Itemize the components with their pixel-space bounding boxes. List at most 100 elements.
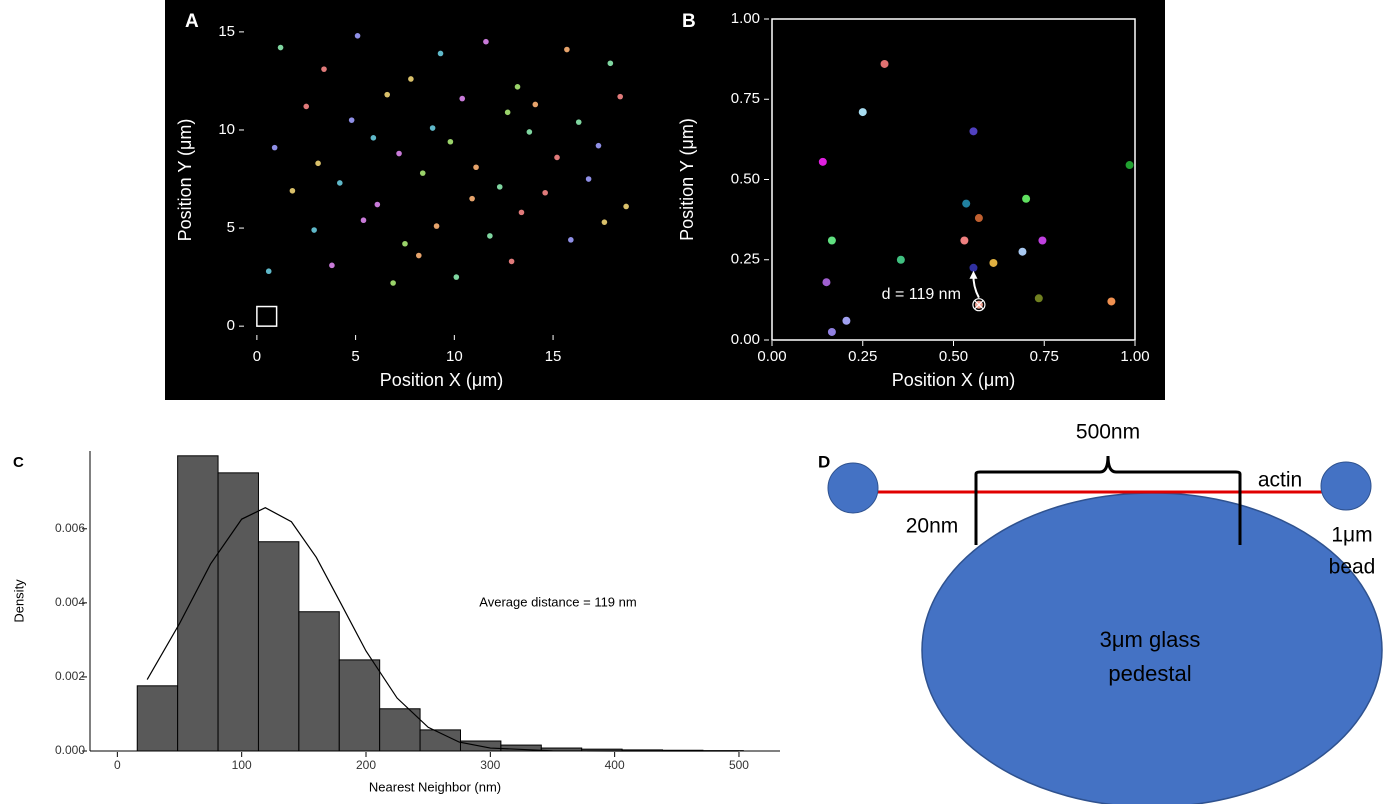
point — [370, 135, 377, 141]
point — [453, 274, 460, 280]
y-tick-label: 5 — [227, 219, 235, 236]
panel-label: D — [818, 452, 830, 471]
marked-point-ring — [972, 298, 986, 312]
bar — [257, 541, 300, 752]
point — [969, 263, 978, 272]
x-tick-label: 10 — [446, 348, 463, 365]
point — [585, 176, 592, 182]
y-tick-label: 0.75 — [731, 90, 760, 107]
point — [564, 46, 570, 53]
point — [329, 262, 335, 269]
point — [265, 268, 272, 275]
point — [419, 170, 426, 176]
y-axis-title: Density — [11, 579, 26, 623]
x-tick-label: 15 — [545, 348, 562, 365]
annotation: d = 119 nm — [882, 286, 961, 303]
point — [360, 217, 367, 224]
point — [607, 60, 614, 67]
x-tick-label: 500 — [729, 758, 749, 772]
y-axis-title: Position Y (μm) — [175, 119, 195, 242]
point — [303, 103, 310, 110]
y-tick-label: 10 — [218, 121, 235, 138]
point — [390, 280, 396, 286]
point — [822, 278, 831, 287]
point — [402, 240, 408, 247]
point — [1018, 247, 1027, 256]
bar — [217, 472, 259, 752]
point — [827, 236, 836, 245]
pedestal-label: pedestal — [1108, 661, 1191, 686]
pedestal-label: 3μm glass — [1100, 627, 1201, 652]
bar — [177, 455, 219, 752]
point — [337, 180, 343, 186]
bead-label: 1μm — [1331, 524, 1372, 547]
y-tick-label: 0.000 — [55, 743, 85, 757]
y-tick-label: 0 — [227, 317, 235, 334]
point — [508, 258, 515, 265]
x-axis-title: Position X (μm) — [892, 370, 1015, 390]
x-tick-label: 0.75 — [1030, 348, 1059, 365]
distance-arrowhead — [969, 270, 978, 279]
y-tick-label: 0.004 — [55, 595, 85, 609]
point — [473, 164, 479, 171]
point — [880, 59, 889, 68]
x-tick-label: 400 — [605, 758, 625, 772]
bead-label: bead — [1329, 556, 1376, 579]
panel-label: B — [682, 11, 696, 32]
point — [542, 189, 548, 196]
y-axis-title: Position Y (μm) — [677, 118, 697, 241]
point — [962, 199, 971, 208]
y-tick-label: 0.002 — [55, 669, 85, 683]
dark-panel-background — [165, 0, 1165, 400]
span-bracket — [974, 455, 1242, 545]
point — [818, 157, 827, 166]
point — [1107, 297, 1116, 306]
bar — [136, 685, 179, 752]
point — [311, 227, 317, 233]
point — [487, 233, 493, 239]
x-tick-label: 1.00 — [1120, 348, 1149, 365]
x-tick-label: 5 — [351, 348, 359, 365]
point — [437, 50, 444, 57]
diagram: D 500nm actin 20nm 1μm bead 3μm glass pe… — [818, 421, 1383, 804]
point — [1034, 294, 1043, 303]
bar — [419, 729, 461, 752]
point — [469, 195, 475, 202]
x-tick-label: 300 — [480, 758, 500, 772]
point — [1022, 194, 1031, 203]
x-tick-label: 0 — [253, 348, 261, 365]
panel-label: A — [185, 11, 199, 32]
point — [526, 129, 533, 135]
bar — [379, 708, 421, 752]
point — [321, 66, 327, 72]
y-tick-label: 0.25 — [731, 251, 760, 268]
x-tick-label: 0.00 — [757, 348, 786, 365]
y-tick-label: 0.006 — [55, 521, 85, 535]
point — [496, 184, 503, 190]
x-tick-label: 0.50 — [939, 348, 968, 365]
panel-label: C — [13, 454, 24, 471]
point — [969, 127, 978, 136]
point — [433, 223, 440, 229]
span-label: 500nm — [1076, 421, 1140, 444]
x-tick-label: 0.25 — [848, 348, 877, 365]
y-tick-label: 0.00 — [731, 331, 760, 348]
point — [374, 201, 381, 208]
bead-right — [1320, 461, 1372, 511]
point — [1125, 161, 1134, 170]
point — [827, 327, 836, 336]
point — [415, 252, 422, 259]
point — [348, 117, 355, 123]
point — [354, 33, 361, 39]
point — [842, 316, 851, 325]
point — [532, 101, 539, 108]
point — [315, 160, 321, 167]
point — [271, 144, 278, 151]
point — [960, 236, 969, 245]
point — [514, 84, 521, 90]
point — [384, 91, 390, 98]
bar — [338, 659, 381, 752]
x-axis-title: Nearest Neighbor (nm) — [369, 779, 501, 794]
plot-frame — [771, 18, 1136, 341]
